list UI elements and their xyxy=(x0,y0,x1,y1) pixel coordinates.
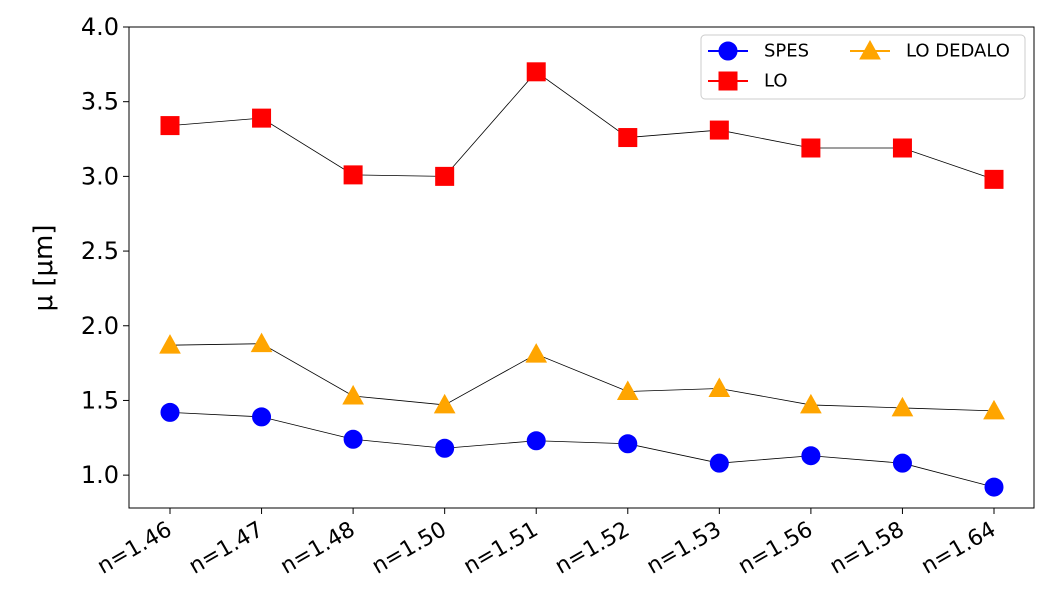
data-point-lo xyxy=(801,138,821,158)
legend-marker-lo xyxy=(718,71,738,91)
x-tick-label: n=1.64 xyxy=(917,517,1000,579)
data-point-lo-dedalo xyxy=(250,332,273,353)
data-point-spes xyxy=(801,446,821,466)
data-point-lo-dedalo xyxy=(800,393,822,414)
y-tick-label: 1.0 xyxy=(81,461,119,489)
legend-label-lo: LO xyxy=(764,71,788,92)
legend-label-lo-dedalo: LO DEDALO xyxy=(906,41,1010,62)
data-point-lo-dedalo xyxy=(708,377,731,397)
data-point-spes xyxy=(160,402,180,422)
data-point-lo xyxy=(160,116,180,136)
data-point-spes xyxy=(709,453,729,473)
data-point-lo xyxy=(343,165,363,185)
data-point-spes xyxy=(252,407,272,427)
x-tick-label: n=1.56 xyxy=(734,517,817,579)
legend: SPES LO LO DEDALO xyxy=(700,34,1026,100)
legend-marker-lo-dedalo xyxy=(859,39,881,60)
x-axis-ticks: n=1.46 n=1.47 n=1.48 n=1.50 n=1.51 n=1.52 n=1.… xyxy=(93,508,1000,580)
data-point-spes xyxy=(892,453,912,473)
legend-frame xyxy=(700,34,1026,100)
data-point-lo-dedalo xyxy=(159,334,181,354)
plot-background xyxy=(129,27,1034,508)
series-lines xyxy=(169,71,995,488)
data-point-lo-dedalo xyxy=(342,384,364,405)
data-point-lo xyxy=(252,108,272,128)
data-point-lo xyxy=(984,169,1004,189)
series-line-spes xyxy=(169,411,995,488)
y-tick-label: 2.5 xyxy=(81,237,119,265)
y-tick-label: 1.5 xyxy=(81,386,119,414)
x-tick-label: n=1.47 xyxy=(185,517,268,579)
y-axis-title: μ [μm] xyxy=(29,225,59,312)
data-point-lo-dedalo xyxy=(525,343,548,363)
series-markers xyxy=(159,62,1005,497)
y-tick-label: 2.0 xyxy=(81,312,119,340)
data-point-lo xyxy=(435,166,455,186)
x-tick-label: n=1.46 xyxy=(93,517,176,579)
x-tick-label: n=1.53 xyxy=(643,517,726,579)
legend-label-spes: SPES xyxy=(764,41,809,62)
data-point-lo xyxy=(709,120,729,140)
data-point-spes xyxy=(343,429,363,449)
data-point-lo xyxy=(526,62,546,82)
data-point-lo-dedalo xyxy=(891,396,914,417)
data-point-lo xyxy=(892,138,912,158)
y-tick-label: 4.0 xyxy=(81,13,119,41)
x-tick-label: n=1.52 xyxy=(551,517,634,579)
legend-marker-spes xyxy=(718,41,738,61)
x-tick-label: n=1.51 xyxy=(459,517,542,579)
y-tick-label: 3.0 xyxy=(81,162,119,190)
y-tick-label: 3.5 xyxy=(81,88,119,116)
data-point-lo-dedalo xyxy=(433,393,456,414)
data-point-lo-dedalo xyxy=(983,399,1005,420)
x-tick-label: n=1.48 xyxy=(276,517,359,579)
data-point-spes xyxy=(435,438,455,458)
series-line-lo xyxy=(169,71,995,180)
data-point-spes xyxy=(526,431,546,451)
data-point-lo-dedalo xyxy=(616,380,639,400)
series-line-lo-dedalo xyxy=(169,343,995,412)
plot-frame xyxy=(128,26,1035,509)
data-point-spes xyxy=(984,477,1004,497)
y-axis-ticks: 1.0 1.5 2.0 2.5 3.0 3.5 4.0 xyxy=(81,13,129,489)
x-tick-label: n=1.58 xyxy=(826,517,909,579)
x-tick-label: n=1.50 xyxy=(368,517,451,579)
data-point-spes xyxy=(618,434,638,454)
data-point-lo xyxy=(618,128,638,148)
